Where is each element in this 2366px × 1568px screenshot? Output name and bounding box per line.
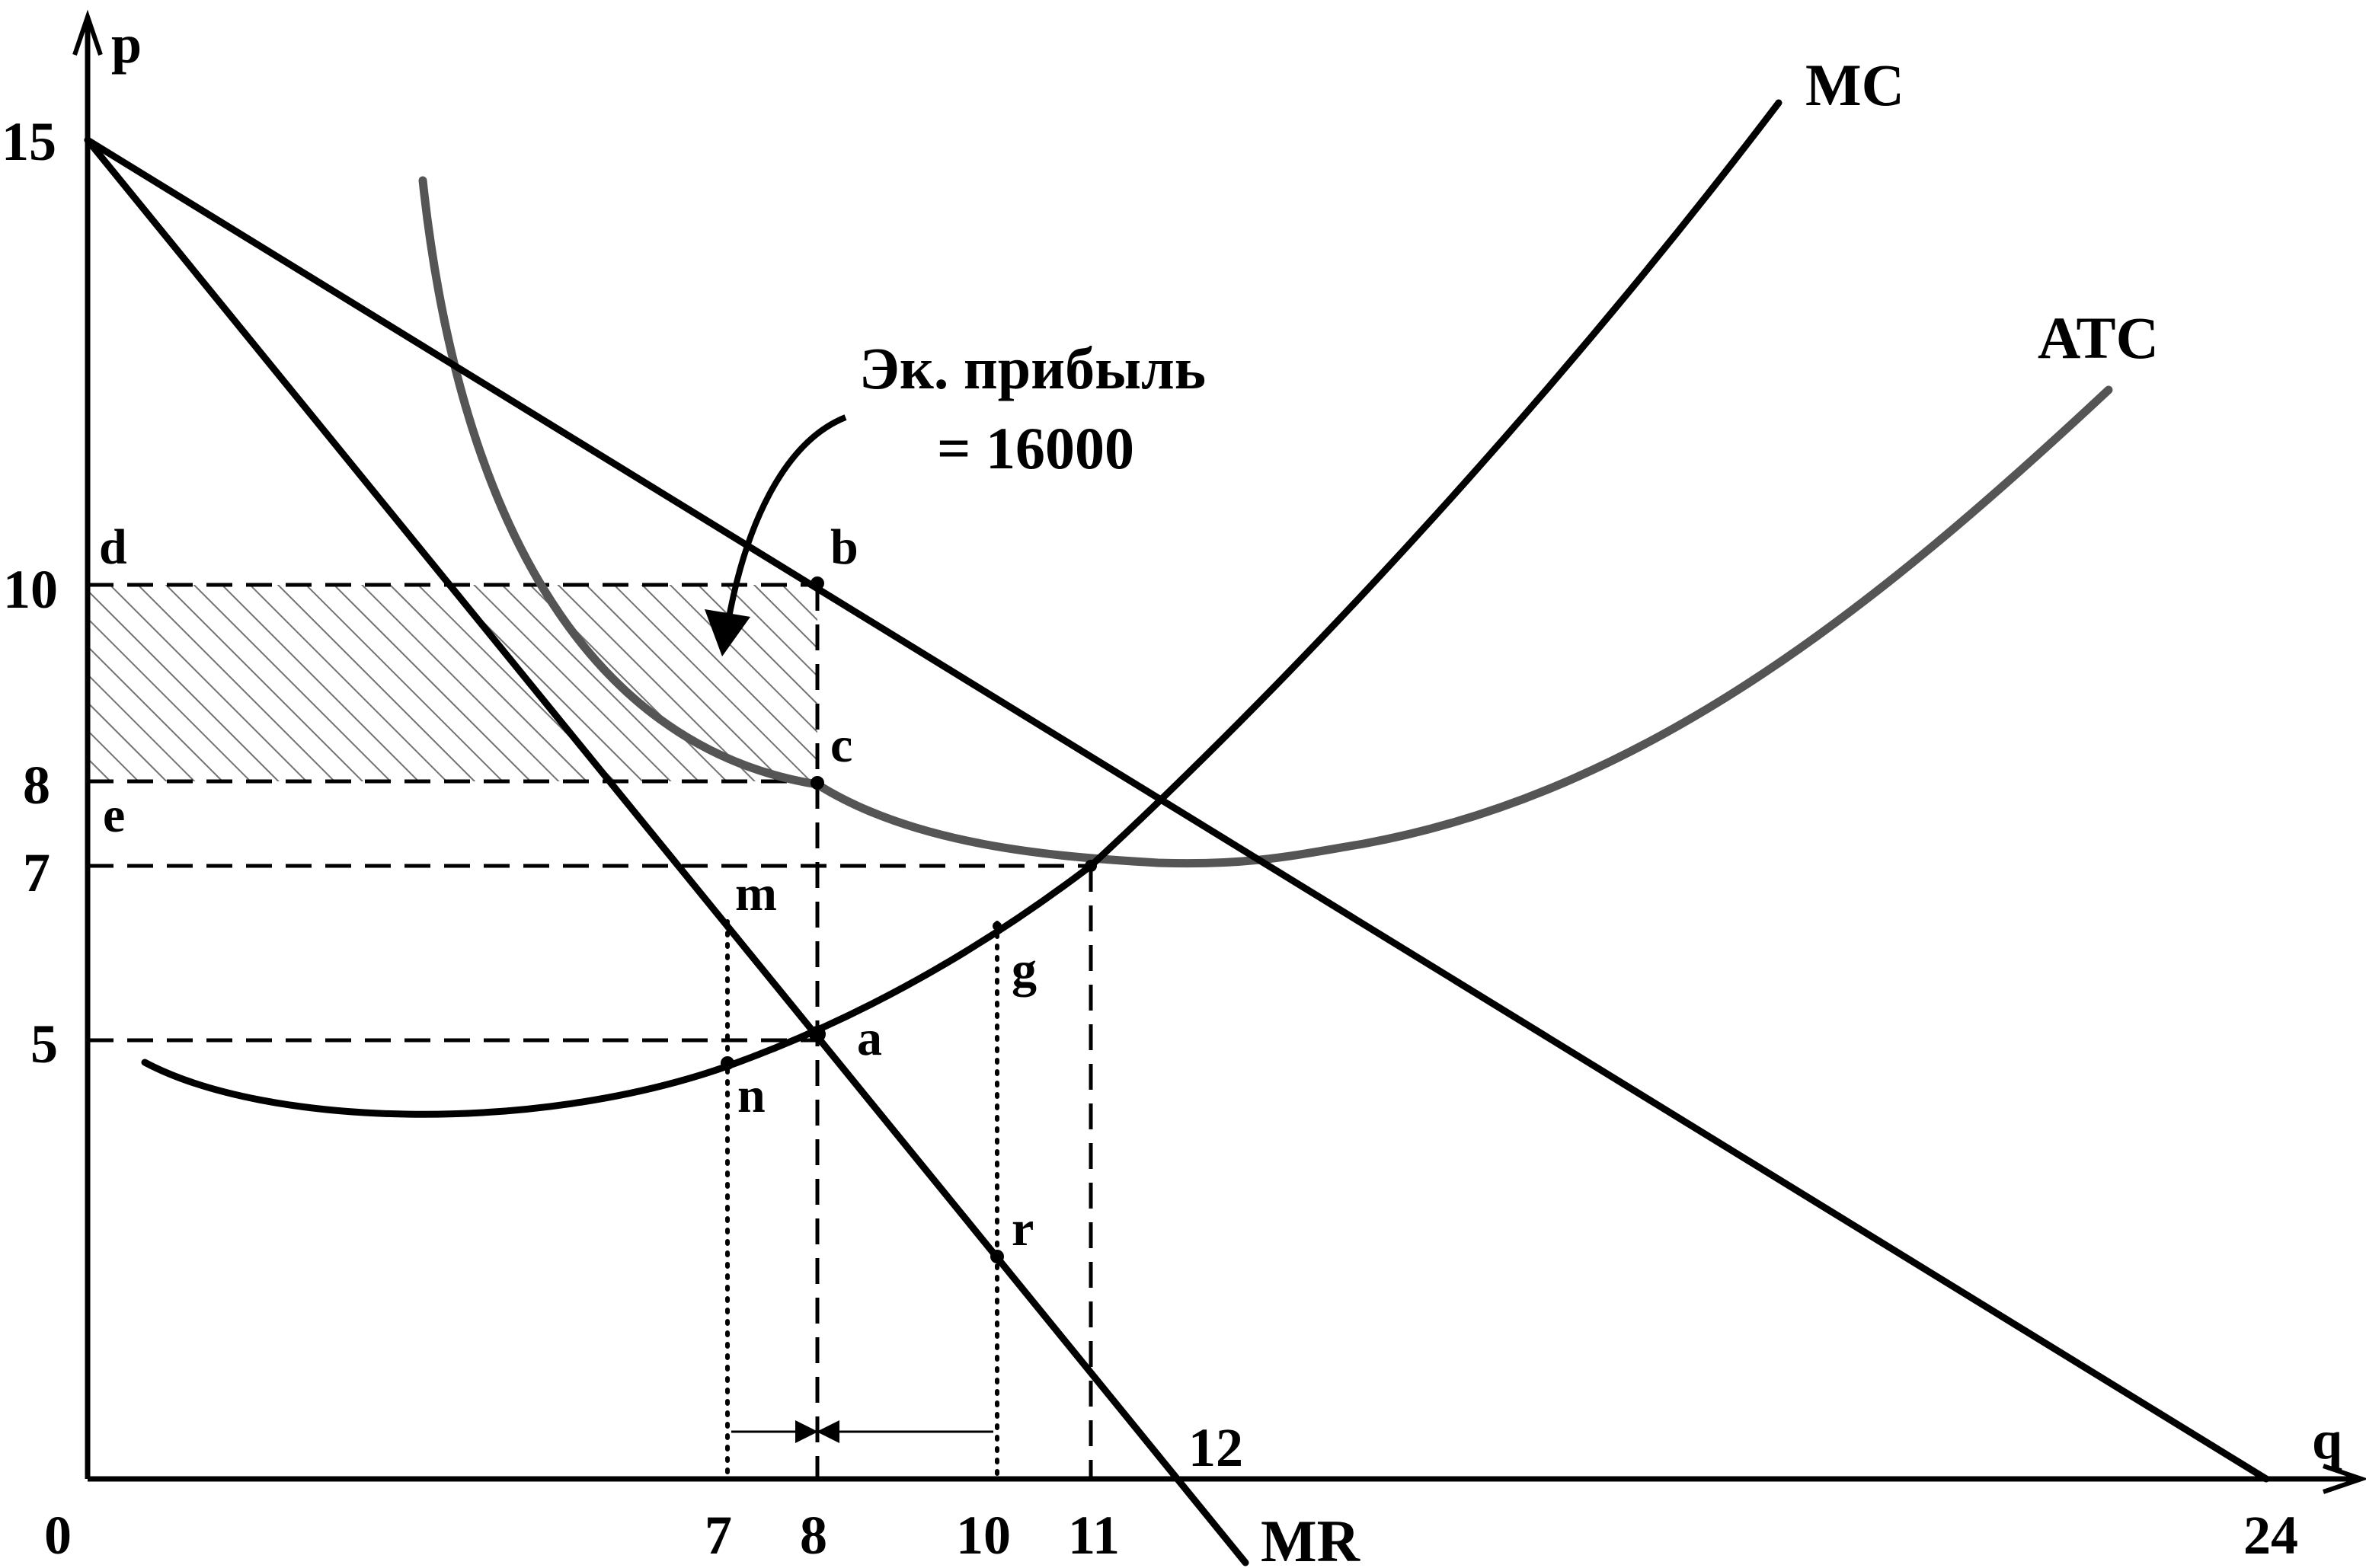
y-tick-5: 5: [30, 1014, 58, 1075]
origin-label: 0: [44, 1505, 72, 1566]
y-axis-arrow-icon: [72, 9, 103, 56]
profit-pointer-icon: [722, 414, 847, 640]
atc-label: ATC: [2038, 305, 2159, 371]
demand-curve: [84, 136, 2270, 1483]
point-r-marker: [990, 1250, 1004, 1263]
x-tick-8: 8: [800, 1505, 827, 1566]
y-tick-10: 10: [3, 559, 58, 620]
point-b-marker: [811, 576, 824, 590]
profit-annotation-line2: = 16000: [937, 415, 1134, 481]
x-tick-7: 7: [705, 1505, 732, 1566]
point-atc-min-marker: [1085, 860, 1097, 872]
y-tick-8: 8: [23, 755, 50, 816]
x-tick-11: 11: [1068, 1505, 1120, 1566]
x-axis-arrow-icon: [2323, 1464, 2366, 1494]
point-a-label: a: [857, 1011, 882, 1066]
point-e-label: e: [103, 787, 125, 843]
point-d-label: d: [99, 519, 127, 575]
point-c-marker: [811, 776, 824, 790]
x-tick-10: 10: [956, 1505, 1011, 1566]
point-b-label: b: [830, 519, 858, 575]
mc-curve: [141, 99, 1782, 1118]
point-a-marker: [809, 1026, 826, 1043]
profit-annotation-line1: Эк. прибыль: [859, 335, 1206, 401]
point-n-label: n: [737, 1068, 766, 1123]
point-g-marker: [993, 921, 1002, 931]
point-g-label: g: [1012, 942, 1037, 998]
mc-label: MC: [1805, 52, 1904, 118]
point-n-marker: [721, 1056, 734, 1070]
y-axis-label: p: [111, 14, 142, 75]
point-r-label: r: [1012, 1201, 1034, 1257]
profit-pointer-head-icon: [705, 609, 750, 656]
y-tick-15: 15: [2, 111, 56, 172]
x-tick-24: 24: [2243, 1505, 2298, 1566]
point-c-label: c: [830, 717, 852, 773]
mr-curve: [84, 136, 1249, 1566]
x-axis-label: q: [2312, 1410, 2342, 1471]
point-m-label: m: [735, 866, 777, 921]
y-tick-7: 7: [23, 842, 50, 903]
x-tick-12: 12: [1188, 1417, 1243, 1478]
profit-area: [88, 585, 817, 781]
mr-label: MR: [1261, 1508, 1361, 1568]
atc-curve: [418, 176, 2113, 868]
